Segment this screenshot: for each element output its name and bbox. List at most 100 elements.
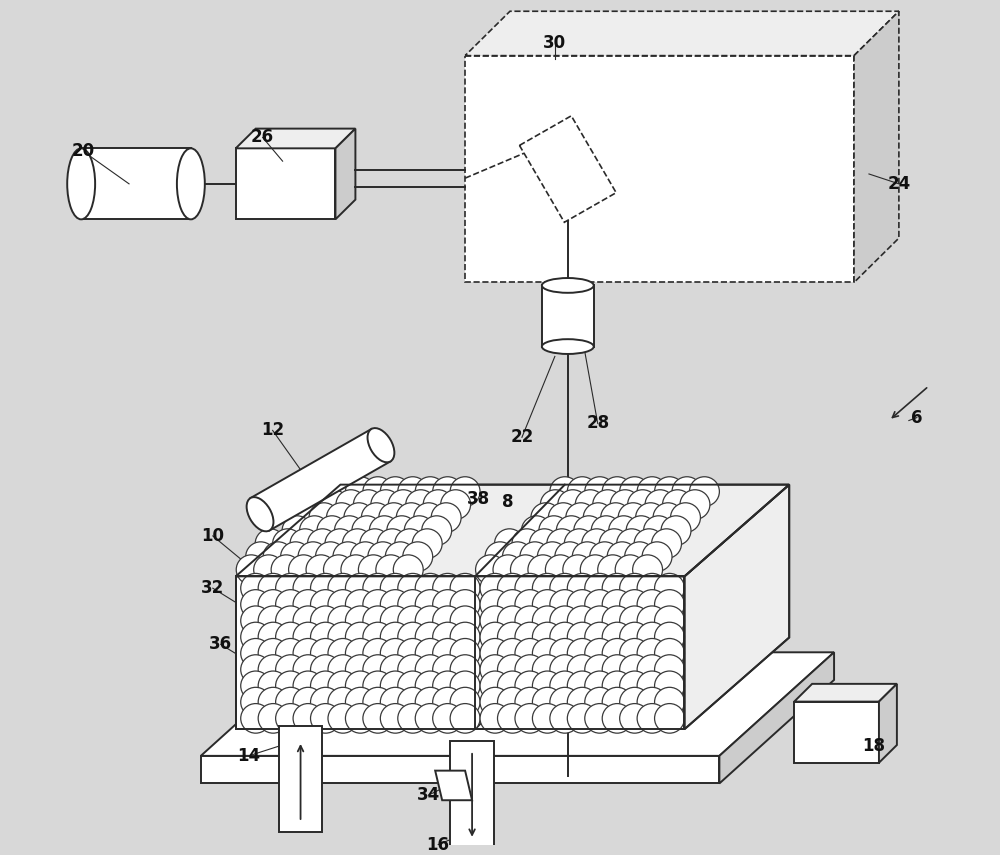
Polygon shape [201,652,834,756]
Circle shape [385,542,415,571]
Circle shape [415,622,445,652]
Circle shape [271,555,301,585]
Circle shape [602,655,632,684]
Circle shape [617,529,647,558]
Circle shape [398,574,428,603]
Circle shape [637,606,667,635]
Circle shape [585,590,615,619]
Circle shape [567,574,597,603]
Circle shape [637,574,667,603]
Circle shape [308,529,337,558]
Circle shape [645,490,675,519]
Circle shape [567,639,597,668]
Polygon shape [879,684,897,763]
Circle shape [333,542,363,571]
Text: 14: 14 [237,747,260,765]
Circle shape [289,555,319,585]
Circle shape [593,490,623,519]
Circle shape [415,606,445,635]
Circle shape [311,687,340,716]
Circle shape [246,542,276,571]
Circle shape [311,622,340,652]
Circle shape [380,687,410,716]
Circle shape [380,590,410,619]
Text: 8: 8 [502,493,514,511]
Circle shape [480,639,510,668]
Circle shape [636,503,666,533]
Circle shape [532,606,562,635]
Circle shape [655,639,684,668]
Circle shape [531,503,561,533]
Circle shape [602,687,632,716]
Circle shape [602,671,632,700]
Circle shape [480,622,510,652]
Circle shape [521,516,551,545]
Text: 24: 24 [887,174,911,193]
Circle shape [515,574,545,603]
Circle shape [634,529,664,558]
Circle shape [450,574,480,603]
Circle shape [311,655,340,684]
Circle shape [480,606,510,635]
Circle shape [644,516,674,545]
Circle shape [663,490,692,519]
Polygon shape [719,652,834,783]
Circle shape [529,529,559,558]
Circle shape [602,574,632,603]
Circle shape [276,574,306,603]
Circle shape [345,590,375,619]
Circle shape [241,622,271,652]
Circle shape [515,671,545,700]
Circle shape [567,477,597,506]
Circle shape [498,687,527,716]
Circle shape [620,477,650,506]
Circle shape [363,574,393,603]
Circle shape [450,655,480,684]
Circle shape [620,655,650,684]
Circle shape [293,687,323,716]
Circle shape [680,490,710,519]
Circle shape [485,542,515,571]
Circle shape [480,704,510,734]
Polygon shape [475,549,565,729]
Circle shape [311,574,340,603]
Circle shape [480,574,510,603]
Circle shape [637,704,667,734]
Polygon shape [854,11,899,282]
Circle shape [387,516,417,545]
Circle shape [655,477,684,506]
Circle shape [433,655,463,684]
Circle shape [515,655,545,684]
Circle shape [388,490,418,519]
Circle shape [564,529,594,558]
Circle shape [563,555,593,585]
Circle shape [363,639,393,668]
Circle shape [363,606,393,635]
Circle shape [655,687,684,716]
Polygon shape [794,702,879,763]
Circle shape [328,622,358,652]
Circle shape [671,503,700,533]
Polygon shape [465,11,899,56]
Circle shape [353,490,383,519]
Circle shape [293,671,323,700]
Circle shape [341,555,371,585]
Circle shape [325,529,355,558]
Circle shape [450,477,480,506]
Circle shape [258,606,288,635]
Circle shape [300,516,329,545]
Circle shape [480,671,510,700]
Circle shape [480,655,510,684]
Circle shape [345,477,375,506]
Circle shape [602,639,632,668]
Circle shape [398,671,428,700]
Circle shape [620,606,650,635]
Circle shape [258,639,288,668]
Circle shape [311,639,340,668]
Circle shape [276,606,306,635]
Circle shape [567,655,597,684]
Circle shape [298,542,328,571]
Circle shape [532,704,562,734]
Circle shape [255,529,285,558]
Circle shape [363,671,393,700]
